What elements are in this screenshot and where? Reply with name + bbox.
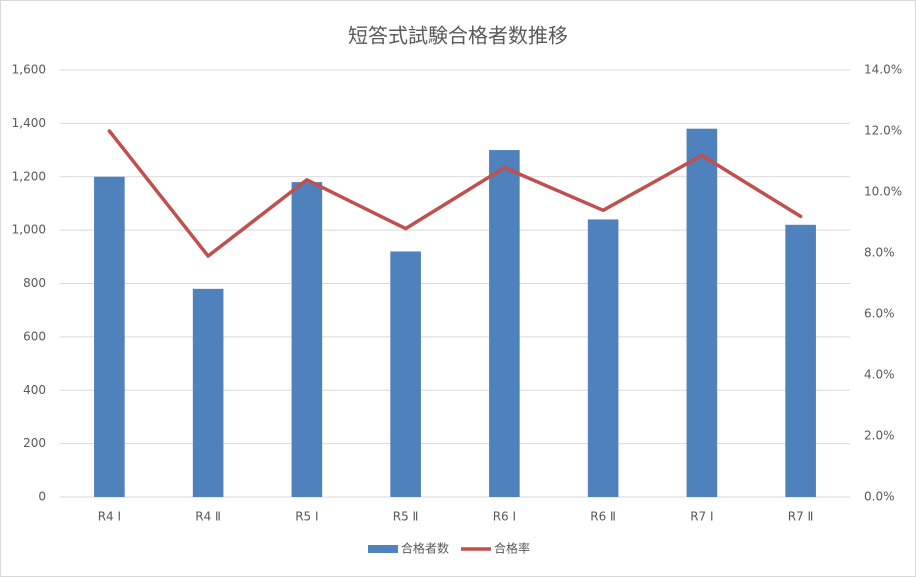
bar: [390, 251, 421, 497]
x-tick-label: R4 Ⅰ: [98, 510, 121, 524]
bar: [489, 150, 520, 497]
bar: [192, 288, 224, 497]
x-tick-label: R5 Ⅰ: [295, 510, 318, 524]
y2-tick-label: 14.0%: [864, 63, 902, 77]
bar: [686, 128, 718, 497]
line: [107, 129, 803, 258]
y2-tick-label: 12.0%: [864, 124, 902, 138]
y2-tick-label: 8.0%: [864, 246, 895, 260]
y2-tick-label: 0.0%: [864, 490, 895, 504]
y-tick-label: 600: [23, 329, 46, 343]
y-tick-label: 1,600: [12, 63, 46, 77]
x-tick-label: R5 Ⅱ: [393, 510, 419, 524]
bar: [785, 224, 816, 497]
y2-tick-label: 4.0%: [864, 368, 895, 382]
y-tick-label: 0: [38, 490, 46, 504]
y-tick-label: 1,200: [12, 169, 46, 183]
x-tick-label: R6 Ⅰ: [493, 510, 516, 524]
legend-label: 合格率: [494, 541, 530, 556]
legend-swatch: [368, 545, 398, 553]
chart-title: 短答式試験合格者数推移: [348, 24, 568, 48]
y-tick-label: 1,000: [12, 223, 46, 237]
x-tick-label: R4 Ⅱ: [195, 510, 221, 524]
y-tick-label: 400: [23, 383, 46, 397]
bar: [94, 176, 125, 497]
bar: [291, 182, 323, 497]
y-tick-label: 800: [23, 276, 46, 290]
legend-label: 合格者数: [401, 541, 449, 556]
x-tick-label: R7 Ⅰ: [690, 510, 713, 524]
y2-tick-label: 6.0%: [864, 307, 895, 321]
x-tick-label: R7 Ⅱ: [788, 510, 814, 524]
y2-tick-label: 10.0%: [864, 185, 902, 199]
x-tick-label: R6 Ⅱ: [590, 510, 616, 524]
y-tick-label: 200: [23, 436, 46, 450]
y2-tick-label: 2.0%: [864, 429, 895, 443]
bar: [587, 219, 619, 497]
y-tick-label: 1,400: [12, 116, 46, 130]
